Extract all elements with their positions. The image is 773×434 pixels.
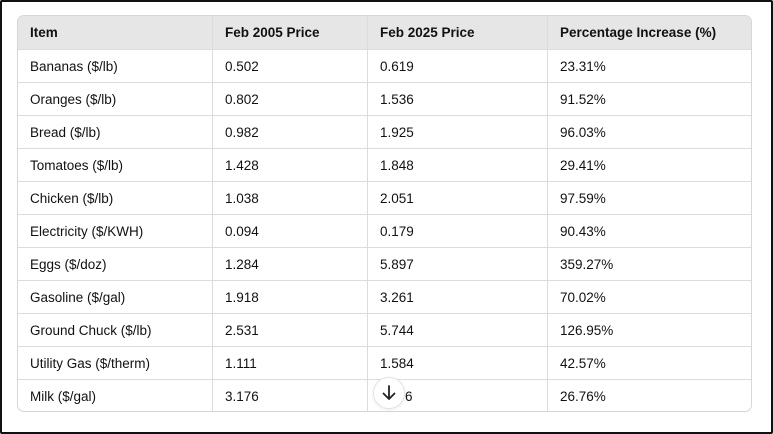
cell-feb-2025-price: 1.848: [367, 148, 548, 182]
cell-item: Chicken ($/lb): [18, 181, 213, 215]
price-table: Item Feb 2005 Price Feb 2025 Price Perce…: [18, 16, 751, 411]
table-row: Bananas ($/lb) 0.502 0.619 23.31%: [18, 49, 751, 83]
header-feb-2005: Feb 2005 Price: [212, 16, 368, 50]
cell-item: Electricity ($/KWH): [18, 214, 213, 248]
cell-item: Oranges ($/lb): [18, 82, 213, 116]
cell-feb-2025-price: 5.897: [367, 247, 548, 281]
table-row: Electricity ($/KWH) 0.094 0.179 90.43%: [18, 214, 751, 248]
cell-percentage-increase: 23.31%: [547, 49, 751, 83]
cell-item: Bananas ($/lb): [18, 49, 213, 83]
cell-feb-2005-price: 0.802: [212, 82, 368, 116]
header-feb-2025: Feb 2025 Price: [367, 16, 548, 50]
table-row: Chicken ($/lb) 1.038 2.051 97.59%: [18, 181, 751, 215]
cell-feb-2025-price: 1.536: [367, 82, 548, 116]
cell-percentage-increase: 96.03%: [547, 115, 751, 149]
arrow-down-icon: [382, 385, 396, 400]
cell-feb-2005-price: 3.176: [212, 379, 368, 411]
cell-feb-2005-price: 1.111: [212, 346, 368, 380]
cell-item: Utility Gas ($/therm): [18, 346, 213, 380]
scroll-down-button[interactable]: [373, 377, 405, 409]
header-item: Item: [18, 16, 213, 50]
cell-feb-2005-price: 1.284: [212, 247, 368, 281]
cell-percentage-increase: 126.95%: [547, 313, 751, 347]
cell-feb-2025-price: 3.261: [367, 280, 548, 314]
cell-percentage-increase: 26.76%: [560, 388, 606, 404]
cell-item: Ground Chuck ($/lb): [18, 313, 213, 347]
cell-feb-2025-price: 0.179: [367, 214, 548, 248]
cell-item: Milk ($/gal): [18, 379, 213, 411]
cell-feb-2005-price: 1.038: [212, 181, 368, 215]
cell-item: Gasoline ($/gal): [18, 280, 213, 314]
table-header-row: Item Feb 2005 Price Feb 2025 Price Perce…: [18, 16, 751, 50]
cell-item: Bread ($/lb): [18, 115, 213, 149]
price-table-container: Item Feb 2005 Price Feb 2025 Price Perce…: [17, 15, 752, 412]
cell-feb-2025-price: 1.584: [367, 346, 548, 380]
cell-feb-2005-price: 0.094: [212, 214, 368, 248]
cell-percentage-increase: 70.02%: [547, 280, 751, 314]
cell-percentage-increase: 29.41%: [547, 148, 751, 182]
cell-percentage-increase: 91.52%: [547, 82, 751, 116]
table-row: Ground Chuck ($/lb) 2.531 5.744 126.95%: [18, 313, 751, 347]
cell-feb-2005-price: 1.428: [212, 148, 368, 182]
cell-percentage-increase: 90.43%: [547, 214, 751, 248]
cell-feb-2025-price: 1.925: [367, 115, 548, 149]
cell-percentage-increase: 42.57%: [547, 346, 751, 380]
cell-feb-2005-price: 0.982: [212, 115, 368, 149]
cell-feb-2005-price: 1.918: [212, 280, 368, 314]
cell-item: Eggs ($/doz): [18, 247, 213, 281]
table-row: Bread ($/lb) 0.982 1.925 96.03%: [18, 115, 751, 149]
table-row: Utility Gas ($/therm) 1.111 1.584 42.57%: [18, 346, 751, 380]
table-row: Oranges ($/lb) 0.802 1.536 91.52%: [18, 82, 751, 116]
table-row: Eggs ($/doz) 1.284 5.897 359.27%: [18, 247, 751, 281]
cell-percentage-increase: 359.27%: [547, 247, 751, 281]
cell-feb-2005-price: 2.531: [212, 313, 368, 347]
cell-item: Tomatoes ($/lb): [18, 148, 213, 182]
cell-percentage-increase: 97.59%: [547, 181, 751, 215]
cell-feb-2025-price: 5.744: [367, 313, 548, 347]
table-row: Tomatoes ($/lb) 1.428 1.848 29.41%: [18, 148, 751, 182]
table-row: Gasoline ($/gal) 1.918 3.261 70.02%: [18, 280, 751, 314]
cell-feb-2025-price: 0.619: [367, 49, 548, 83]
header-percentage: Percentage Increase (%): [547, 16, 751, 50]
cell-feb-2005-price: 0.502: [212, 49, 368, 83]
cell-feb-2025-price: 2.051: [367, 181, 548, 215]
